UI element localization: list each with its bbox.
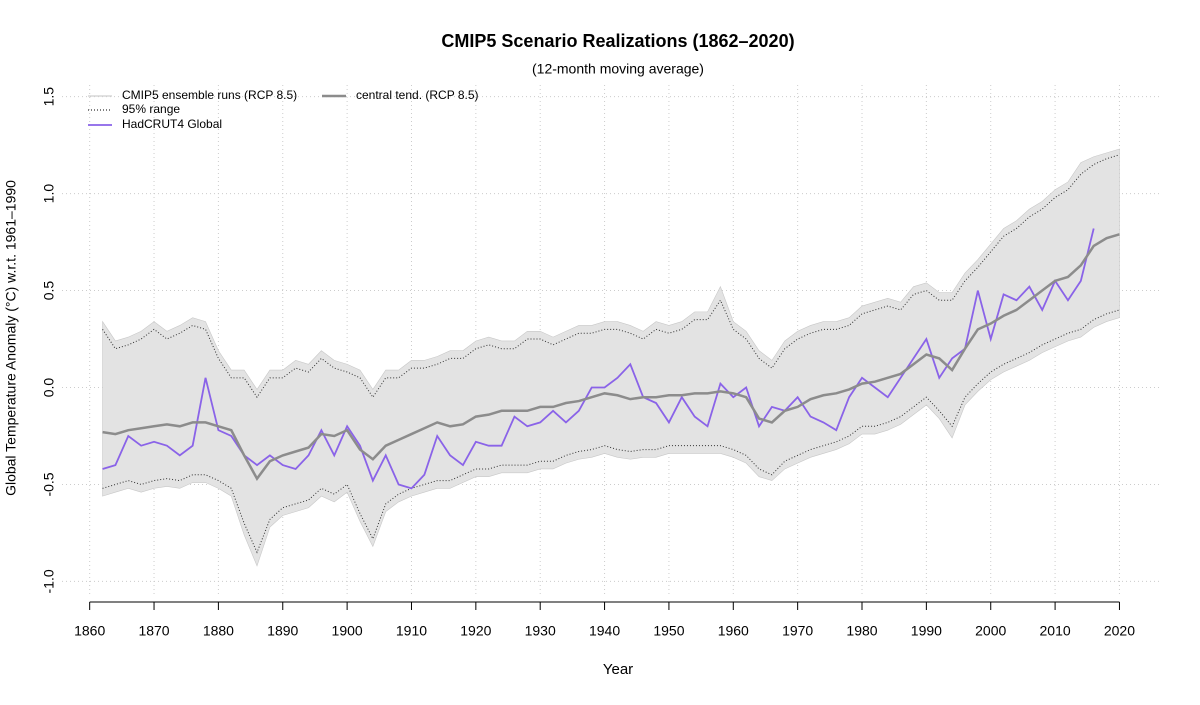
- y-tick-label: -1.0: [41, 569, 57, 593]
- x-tick-label: 1920: [460, 623, 491, 639]
- y-tick-label: 1.0: [41, 184, 57, 204]
- x-tick-label: 1990: [911, 623, 942, 639]
- x-tick-label: 1930: [525, 623, 556, 639]
- chart-subtitle: (12-month moving average): [532, 61, 704, 77]
- y-tick-label: 0.5: [41, 281, 57, 301]
- legend: CMIP5 ensemble runs (RCP 8.5)95% rangeHa…: [88, 88, 479, 131]
- legend-label: 95% range: [122, 102, 180, 116]
- legend-label: HadCRUT4 Global: [122, 117, 222, 131]
- series-line: [102, 228, 1095, 490]
- x-tick-label: 1860: [74, 623, 105, 639]
- x-tick-label: 2020: [1104, 623, 1135, 639]
- x-tick-label: 2000: [975, 623, 1006, 639]
- x-tick-label: 1890: [267, 623, 298, 639]
- legend-label: central tend. (RCP 8.5): [356, 88, 479, 102]
- ensemble-band: [102, 148, 1120, 567]
- series-line: [102, 233, 1120, 481]
- range-line: [102, 309, 1120, 554]
- x-tick-label: 1980: [846, 623, 877, 639]
- y-tick-label: 0.0: [41, 378, 57, 398]
- x-tick-label: 1970: [782, 623, 813, 639]
- x-tick-label: 1960: [718, 623, 749, 639]
- y-tick-label: -0.5: [41, 472, 57, 496]
- x-tick-label: 2010: [1040, 623, 1071, 639]
- chart-title: CMIP5 Scenario Realizations (1862–2020): [441, 31, 794, 51]
- x-axis-label: Year: [603, 661, 633, 678]
- x-tick-label: 1940: [589, 623, 620, 639]
- x-tick-label: 1880: [203, 623, 234, 639]
- x-tick-label: 1950: [653, 623, 684, 639]
- y-axis-label: Global Temperature Anomaly (°C) w.r.t. 1…: [3, 180, 19, 496]
- x-tick-label: 1910: [396, 623, 427, 639]
- y-tick-label: 1.5: [41, 87, 57, 107]
- range-line: [102, 154, 1120, 399]
- legend-label: CMIP5 ensemble runs (RCP 8.5): [122, 88, 297, 102]
- x-tick-label: 1870: [138, 623, 169, 639]
- x-tick-label: 1900: [332, 623, 363, 639]
